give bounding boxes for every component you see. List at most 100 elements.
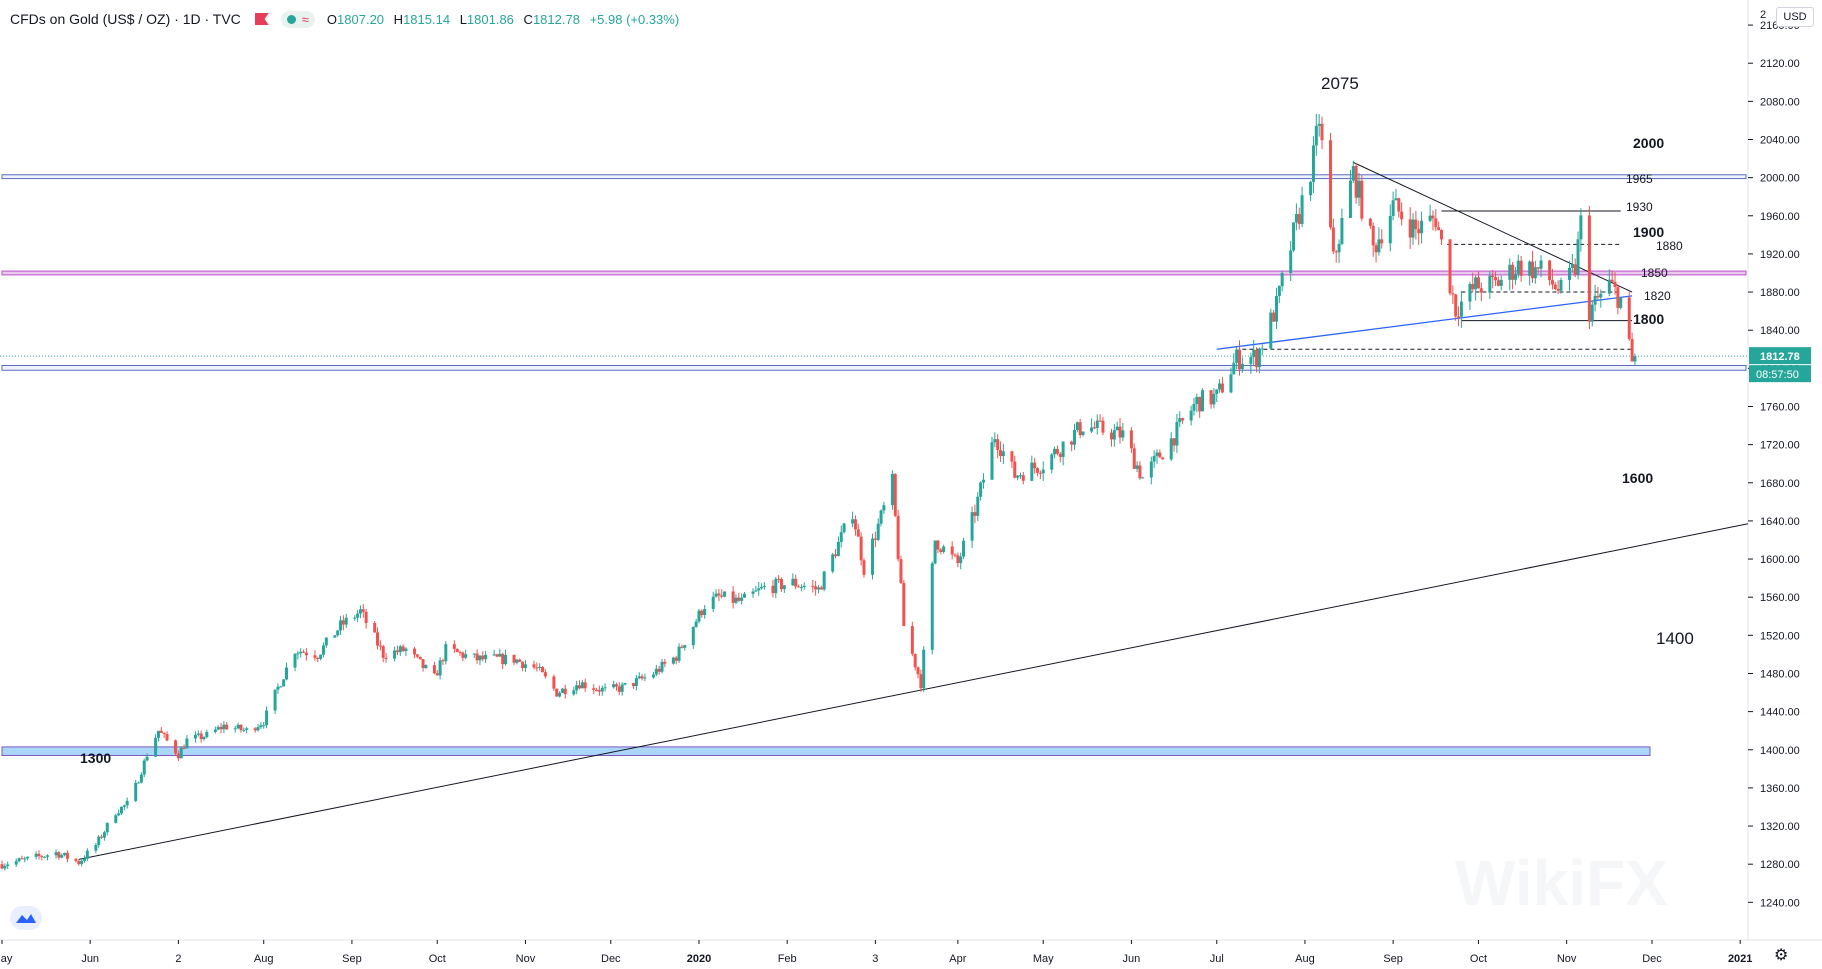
candle-body xyxy=(134,782,138,801)
candle-body xyxy=(193,734,197,739)
candle-body xyxy=(344,617,348,625)
candle-body xyxy=(336,630,340,636)
candle-body xyxy=(1536,267,1540,269)
candle-body xyxy=(1215,389,1219,394)
candle-body xyxy=(179,747,183,759)
candle-body xyxy=(930,563,934,650)
candle-body xyxy=(1280,272,1284,287)
candle-body xyxy=(54,852,58,856)
flag-icon[interactable] xyxy=(254,13,269,25)
candle-body xyxy=(933,540,937,564)
price-tick-label: 1320.00 xyxy=(1760,821,1800,833)
candle-body xyxy=(1331,227,1335,252)
candle-body xyxy=(1431,215,1435,219)
tradingview-logo-icon[interactable] xyxy=(10,906,42,930)
candle-body xyxy=(1476,277,1480,289)
time-tick-label: Sep xyxy=(1383,953,1403,965)
candle-body xyxy=(404,648,408,652)
candle-body xyxy=(137,782,141,784)
candle-body xyxy=(1459,301,1463,317)
candle-body xyxy=(475,653,479,661)
candle-body xyxy=(1292,222,1296,251)
candle-body xyxy=(333,635,337,638)
candle-body xyxy=(225,724,229,730)
candle-body xyxy=(1109,432,1113,440)
time-tick-label: 2020 xyxy=(687,953,711,965)
candle-body xyxy=(1138,465,1142,479)
candle-body xyxy=(1340,217,1344,244)
candle-body xyxy=(1201,390,1205,412)
currency-button[interactable]: USD xyxy=(1776,7,1814,27)
gear-icon[interactable]: ⚙ xyxy=(1774,947,1789,964)
candle-body xyxy=(794,578,798,587)
candle-body xyxy=(1559,279,1563,291)
candle-body xyxy=(552,676,556,689)
candle-body xyxy=(381,646,385,658)
candle-body xyxy=(378,645,382,647)
candle-body xyxy=(105,822,109,833)
candle-body xyxy=(14,861,18,865)
candle-body xyxy=(532,664,536,668)
candle-body xyxy=(939,549,943,552)
candle-body xyxy=(614,684,618,687)
candle-body xyxy=(1198,396,1202,412)
candle-body xyxy=(1428,215,1432,221)
candle-body xyxy=(1513,273,1517,280)
candle-body xyxy=(321,645,325,655)
market-status-pill[interactable]: ≈ xyxy=(280,10,315,28)
time-axis[interactable]: May Jun 2 Aug Sep Oct Nov Dec 2020 Feb 3 Apr May Jun J… xyxy=(0,940,1752,965)
candle-body xyxy=(1181,418,1185,421)
candle-body xyxy=(518,659,522,662)
candle-body xyxy=(102,832,106,838)
time-tick-label: Apr xyxy=(949,953,966,965)
price-tick-label: 1640.00 xyxy=(1760,516,1800,528)
candle-body xyxy=(523,664,527,669)
level-label-1800: 1800 xyxy=(1633,311,1664,327)
candle-body xyxy=(1434,218,1438,228)
price-tick-label: 2080.00 xyxy=(1760,96,1800,108)
candle-body xyxy=(279,686,283,688)
candle-body xyxy=(1374,245,1378,253)
candle-body xyxy=(1118,426,1122,438)
price-axis[interactable]: 1240.00 1280.00 1320.00 1360.00 1400.00 1440.… xyxy=(1748,9,1800,909)
price-tick-label: 1880.00 xyxy=(1760,287,1800,299)
candle-body xyxy=(1218,383,1222,390)
candle-body xyxy=(677,646,681,661)
candle-body xyxy=(213,729,217,733)
candle-body xyxy=(1400,211,1404,220)
candle-body xyxy=(1311,145,1315,182)
candle-body xyxy=(1607,279,1611,294)
candle-body xyxy=(1112,430,1116,440)
candle-body xyxy=(942,546,946,552)
candle-body xyxy=(970,512,974,541)
candle-body xyxy=(1050,454,1054,470)
candle-body xyxy=(1511,264,1515,280)
candle-body xyxy=(890,473,894,506)
candle-body xyxy=(871,538,875,575)
candle-body xyxy=(1508,264,1512,280)
wedge-upper-line xyxy=(1353,161,1633,293)
time-tick-label: May xyxy=(0,953,13,965)
candle-body xyxy=(700,610,704,616)
candle-body xyxy=(674,657,678,661)
watermark-text: WikiFX xyxy=(1455,847,1668,919)
symbol-title[interactable]: CFDs on Gold (US$ / OZ) · 1D · TVC xyxy=(10,11,241,27)
candle-body xyxy=(313,655,317,658)
candle-body xyxy=(1269,312,1273,349)
candle-body xyxy=(1314,125,1318,146)
candle-body xyxy=(1420,220,1424,234)
candle-body xyxy=(831,554,835,572)
candle-body xyxy=(202,737,206,740)
candle-body xyxy=(361,609,365,612)
candle-body xyxy=(956,555,960,564)
candle-body xyxy=(156,730,160,738)
candle-body xyxy=(472,653,476,655)
candle-body xyxy=(1055,448,1059,454)
candle-body xyxy=(0,864,4,869)
candle-body xyxy=(1457,316,1461,318)
candle-body xyxy=(632,683,636,687)
candle-body xyxy=(1357,180,1361,198)
candle-body xyxy=(1587,215,1591,322)
candle-body xyxy=(40,856,44,858)
